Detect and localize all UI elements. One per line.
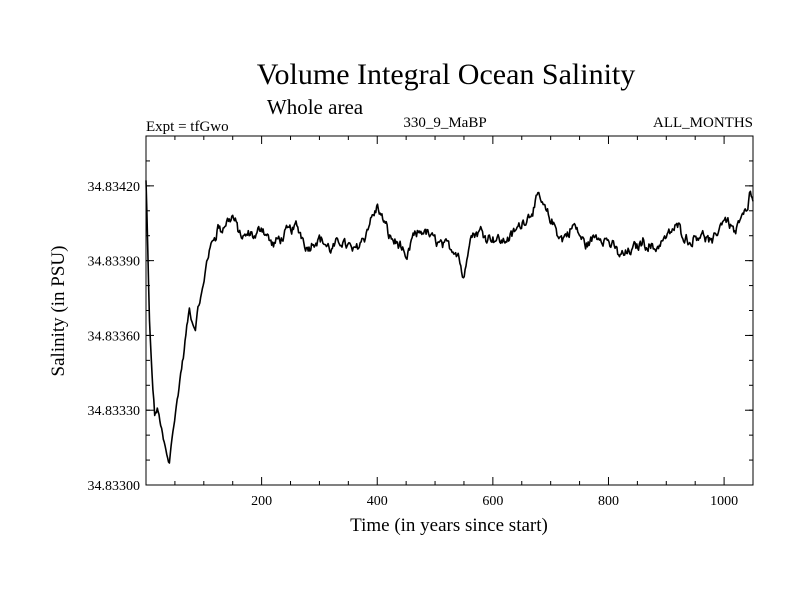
x-tick-label: 600 xyxy=(482,494,503,509)
y-axis-label: Salinity (in PSU) xyxy=(48,246,69,377)
x-tick-label: 400 xyxy=(367,494,388,509)
annotation-right: ALL_MONTHS xyxy=(653,115,753,131)
x-tick-label: 800 xyxy=(598,494,619,509)
x-axis-ticks: 200 400 600 800 1000 xyxy=(174,136,738,509)
y-tick-label: 34.83390 xyxy=(88,255,141,270)
y-tick-label: 34.83330 xyxy=(88,404,141,419)
salinity-series-line xyxy=(145,180,754,464)
y-tick-label: 34.83300 xyxy=(88,479,141,494)
y-tick-label: 34.83360 xyxy=(88,329,141,344)
annotation-center: 330_9_MaBP xyxy=(403,115,486,131)
x-tick-label: 200 xyxy=(251,494,272,509)
chart-title: Volume Integral Ocean Salinity xyxy=(257,58,636,91)
x-axis-label: Time (in years since start) xyxy=(350,515,548,536)
chart-subtitle: Whole area xyxy=(267,95,364,119)
x-tick-label: 1000 xyxy=(710,494,738,509)
y-tick-label: 34.83420 xyxy=(88,180,141,195)
annotation-left: Expt = tfGwo xyxy=(146,119,229,135)
y-axis-ticks: 34.83300 34.83360 34.83390 34.83420 34.83330 xyxy=(88,160,753,494)
plot-frame xyxy=(145,135,754,486)
